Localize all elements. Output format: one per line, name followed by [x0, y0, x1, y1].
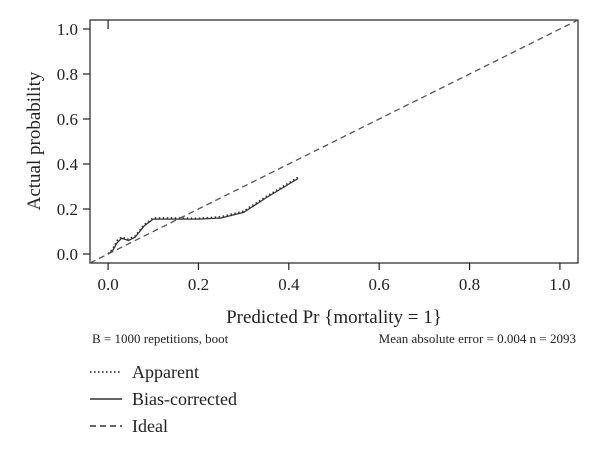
footnote-left: B = 1000 repetitions, boot: [92, 331, 229, 346]
legend-label: Ideal: [132, 416, 168, 436]
plot-frame: [89, 19, 579, 264]
y-tick-label: 0.8: [57, 65, 78, 84]
legend-label: Bias-corrected: [132, 389, 237, 409]
series-line-ideal: [90, 20, 578, 263]
x-tick-label: 0.8: [459, 275, 480, 294]
y-tick-label: 0.6: [57, 110, 78, 129]
legend-label: Apparent: [132, 362, 199, 382]
x-tick-label: 0.2: [188, 275, 209, 294]
x-tick-label: 0.6: [369, 275, 390, 294]
series-line-apparent: [107, 176, 299, 255]
x-tick-label: 0.0: [97, 275, 118, 294]
y-axis-title: Actual probability: [24, 71, 45, 210]
legend: Apparent Bias-corrected Ideal: [90, 362, 237, 436]
x-tick-label: 1.0: [549, 275, 570, 294]
y-tick-label: 1.0: [57, 20, 78, 39]
series-layer: [90, 20, 578, 263]
x-axis: 0.0 0.2 0.4 0.6 0.8 1.0: [97, 263, 571, 294]
y-tick-label: 0.4: [57, 155, 79, 174]
series-line-bias-corrected: [107, 178, 299, 255]
y-tick-label: 0.0: [57, 245, 78, 264]
footnote-right: Mean absolute error = 0.004 n = 2093: [379, 331, 576, 346]
y-tick-label: 0.2: [57, 200, 78, 219]
x-axis-title: Predicted Pr {mortality = 1}: [226, 307, 442, 328]
plot-area: 0.0 0.2 0.4 0.6 0.8 1.0 0.0 0.2 0.4 0.6 0.8 1.0: [57, 19, 579, 294]
x-tick-label: 0.4: [278, 275, 300, 294]
y-axis: 0.0 0.2 0.4 0.6 0.8 1.0: [57, 20, 90, 264]
